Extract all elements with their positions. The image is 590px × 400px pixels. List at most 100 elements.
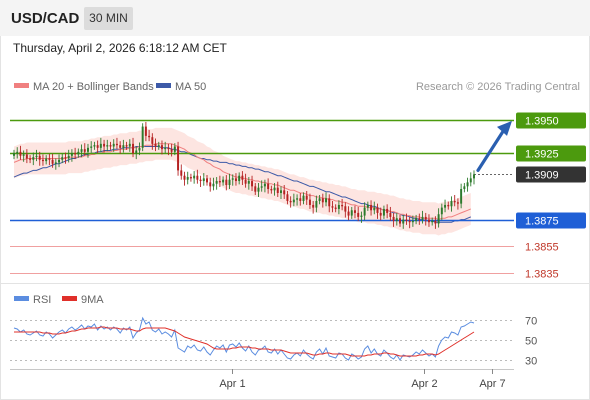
candle-body [421,216,424,220]
candle-body [209,182,212,187]
candle-body [460,189,463,204]
current-price-tag [516,166,586,183]
candle-body [186,177,189,180]
candle-body [437,214,440,224]
legend-ma50-label: MA 50 [175,81,206,93]
symbol-title: USD/CAD [11,10,80,27]
candle-body [418,218,421,220]
current-price-label: 1.3909 [525,170,559,182]
candle-body [254,186,257,192]
candle-body [328,198,331,207]
candle-body [469,178,472,183]
candle-body [447,204,450,207]
rsi-tick-50: 50 [525,336,537,348]
candle-body [305,195,308,200]
candle-body [67,155,70,159]
candle-body [399,218,402,224]
candle-body [90,146,93,148]
candle-body [35,155,38,158]
candle-body [280,190,282,193]
timeframe-badge[interactable]: 30 MIN [84,7,133,30]
candle-body [292,199,295,203]
candle-body [215,181,218,184]
candle-body [405,219,408,221]
candle-body [51,159,54,164]
candle-body [299,198,302,201]
legend-ma50-swatch [156,83,171,88]
level-label-1.3950: 1.3950 [525,116,559,128]
candle-body [334,207,337,209]
candle-body [180,170,183,176]
level-label-1.3855: 1.3855 [525,242,559,254]
candle-body [331,206,334,208]
candle-body [170,149,173,152]
level-label-1.3835: 1.3835 [525,269,559,281]
candle-body [80,149,83,152]
level-label-1.3875: 1.3875 [525,216,559,228]
candle-body [344,206,347,212]
legend-ma9-swatch [62,296,77,301]
candle-body [19,151,22,156]
x-tick-label: Apr 2 [411,378,437,390]
candle-body [286,194,289,201]
candle-body [382,208,385,216]
candle-body [119,145,122,148]
candle-body [106,145,109,147]
candle-body [144,126,147,136]
candle-body [218,181,221,183]
legend-ma9-label: 9MA [81,294,104,306]
candle-body [296,198,299,200]
candle-body [431,220,434,223]
candle-body [183,175,186,180]
candle-body [141,126,144,148]
legend-rsi-swatch [14,296,29,301]
candle-body [173,146,176,152]
candle-body [337,204,340,209]
candle-body [103,143,106,147]
candle-body [13,153,15,156]
candle-body [96,145,99,148]
candle-body [29,158,32,160]
projection-arrow-head [497,120,512,136]
candle-body [251,181,254,187]
candle-body [450,200,453,207]
candle-body [244,179,247,184]
legend-ma20-label: MA 20 + Bollinger Bands [33,81,154,93]
candle-body [125,145,128,147]
candle-body [128,143,131,147]
research-credit: Research © 2026 Trading Central [416,81,580,93]
candle-body [167,147,170,150]
candle-body [415,218,418,221]
candle-body [132,143,135,154]
candle-body [177,146,180,171]
candle-body [115,143,118,146]
candle-body [302,195,305,201]
candle-body [212,183,215,187]
candle-body [74,153,77,155]
candle-body [411,220,414,223]
candle-body [199,179,202,182]
candle-body [45,158,48,162]
level-tag-1.3925 [516,145,586,162]
candle-body [160,145,163,150]
candle-body [360,215,363,217]
candle-body [206,178,208,183]
candle-body [112,143,115,147]
candle-body [231,178,234,180]
x-tick-label: Apr 1 [219,378,245,390]
candle-body [373,207,376,211]
candle-body [99,143,102,148]
candle-body [325,198,328,203]
candle-body [228,179,231,186]
candle-body [58,159,61,163]
candle-body [263,183,266,187]
rsi-ma-line [14,326,475,357]
candle-body [392,216,395,221]
candle-body [395,218,398,221]
candle-body [283,190,286,195]
candle-body [48,158,51,160]
candle-body [350,210,353,216]
candle-body [54,162,57,164]
candle-body [241,175,244,180]
x-tick-label: Apr 7 [479,378,505,390]
